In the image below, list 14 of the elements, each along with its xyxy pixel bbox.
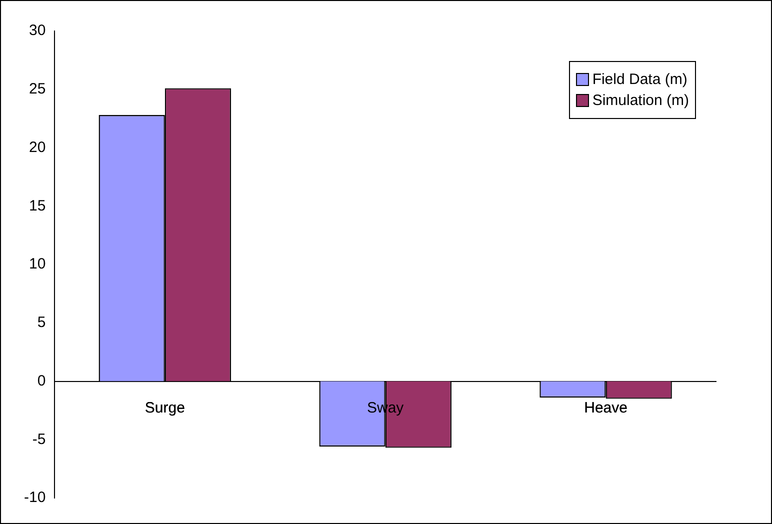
y-tick-label: 10 [28, 256, 46, 273]
y-tick-label: -10 [24, 489, 46, 506]
y-tick-label: 0 [37, 372, 46, 390]
y-tick-label: 20 [28, 138, 46, 156]
x-tick-label: Surge [144, 399, 185, 416]
x-tick-label: Sway [366, 399, 404, 416]
x-tick-label: Heave [584, 399, 628, 416]
y-tick-label: 25 [28, 80, 46, 98]
y-tick-label: -5 [32, 430, 46, 448]
y-tick-label: 5 [37, 314, 46, 332]
legend-label: Field Data (m) [592, 71, 688, 88]
y-tick-label: 15 [28, 197, 46, 214]
legend-label: Simulation (m) [592, 92, 689, 109]
y-tick-label: 30 [28, 22, 46, 40]
